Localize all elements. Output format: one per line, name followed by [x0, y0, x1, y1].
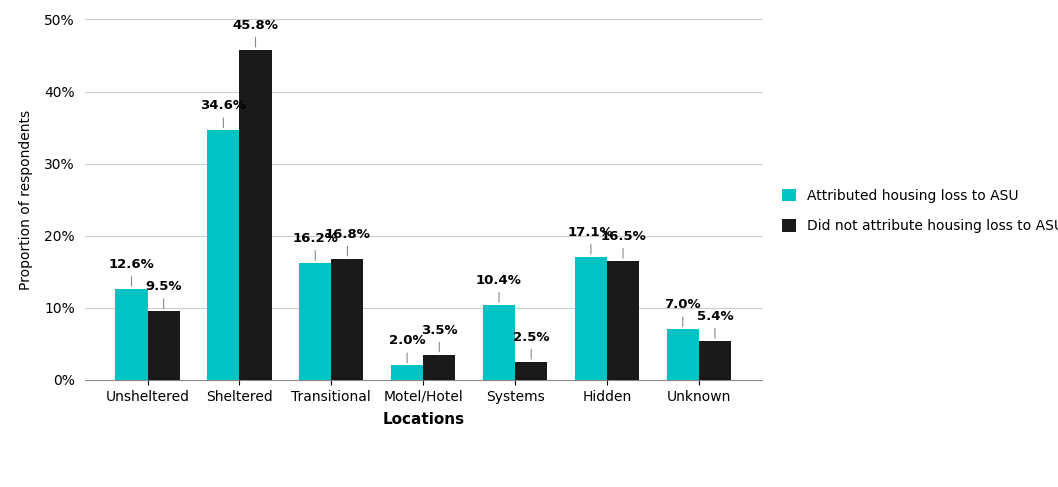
Text: 12.6%: 12.6% [109, 258, 154, 286]
Bar [207, 131, 239, 380]
Text: 7.0%: 7.0% [664, 299, 701, 327]
Bar [667, 329, 699, 380]
Bar [482, 305, 515, 380]
Text: 2.5%: 2.5% [513, 331, 549, 359]
Text: 16.8%: 16.8% [325, 228, 370, 256]
Text: 3.5%: 3.5% [421, 324, 458, 352]
Bar [239, 50, 272, 380]
Text: 5.4%: 5.4% [696, 310, 733, 338]
Bar [574, 257, 607, 380]
Bar [607, 261, 639, 380]
Bar [331, 259, 364, 380]
Text: 9.5%: 9.5% [145, 281, 182, 309]
Bar [699, 341, 731, 380]
Bar [299, 263, 331, 380]
Text: 16.5%: 16.5% [600, 230, 645, 258]
Bar [147, 311, 180, 380]
Text: 34.6%: 34.6% [200, 99, 247, 128]
Text: 2.0%: 2.0% [388, 335, 425, 363]
Bar [391, 365, 423, 380]
Text: 10.4%: 10.4% [476, 274, 522, 302]
Y-axis label: Proportion of respondents: Proportion of respondents [19, 110, 33, 290]
Bar [423, 355, 455, 380]
Legend: Attributed housing loss to ASU, Did not attribute housing loss to ASU: Attributed housing loss to ASU, Did not … [782, 188, 1058, 233]
Text: 45.8%: 45.8% [233, 19, 278, 47]
Text: 17.1%: 17.1% [568, 225, 614, 254]
Bar [115, 289, 147, 380]
Text: 16.2%: 16.2% [292, 232, 339, 261]
X-axis label: Locations: Locations [382, 412, 464, 427]
Bar [515, 362, 547, 380]
